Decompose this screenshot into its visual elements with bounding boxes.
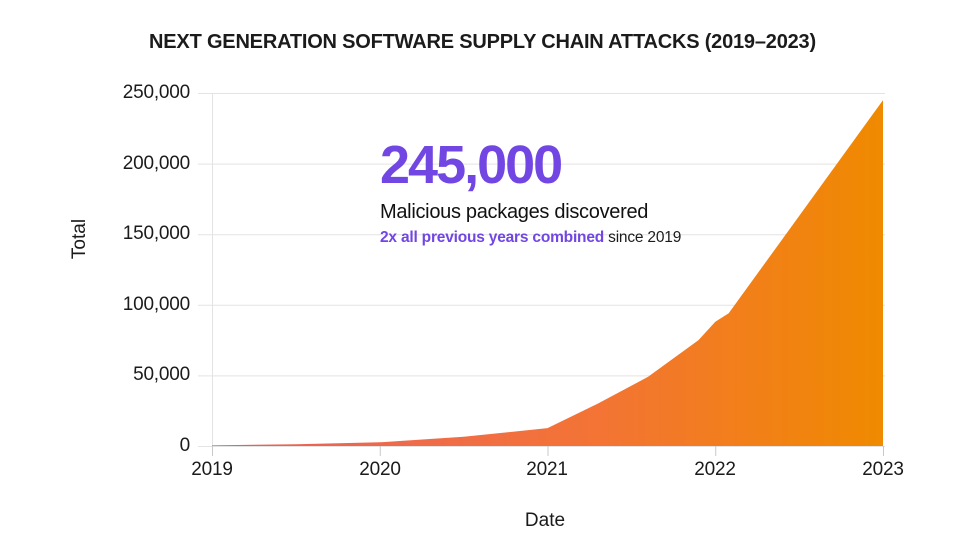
y-tick-label: 150,000 [122, 223, 190, 244]
x-tick-label: 2022 [694, 459, 736, 480]
y-tick-label: 100,000 [122, 294, 190, 315]
area-series [212, 100, 883, 446]
chart-title: NEXT GENERATION SOFTWARE SUPPLY CHAIN AT… [149, 31, 816, 53]
x-tick-label: 2020 [359, 459, 401, 480]
annotation-subline: Malicious packages discovered [380, 201, 649, 223]
annotation-thirdline: 2x all previous years combined since 201… [380, 229, 810, 247]
x-tick-label: 2021 [526, 459, 568, 480]
y-tick-label: 50,000 [133, 364, 190, 385]
annotation-suffix: since 2019 [604, 229, 682, 246]
x-tick-label: 2019 [191, 459, 233, 480]
x-axis-title: Date [524, 510, 566, 531]
annotation-highlight: 2x all previous years combined [380, 229, 605, 246]
annotation-headline: 245,000 [380, 135, 563, 195]
x-tick-label: 2023 [862, 459, 904, 480]
y-tick-label: 0 [179, 435, 191, 456]
y-tick-label: 250,000 [122, 82, 190, 103]
y-axis-title: Total [69, 218, 90, 260]
y-tick-label: 200,000 [122, 153, 190, 174]
annotation-block: 245,000 Malicious packages discovered 2x… [380, 138, 810, 247]
